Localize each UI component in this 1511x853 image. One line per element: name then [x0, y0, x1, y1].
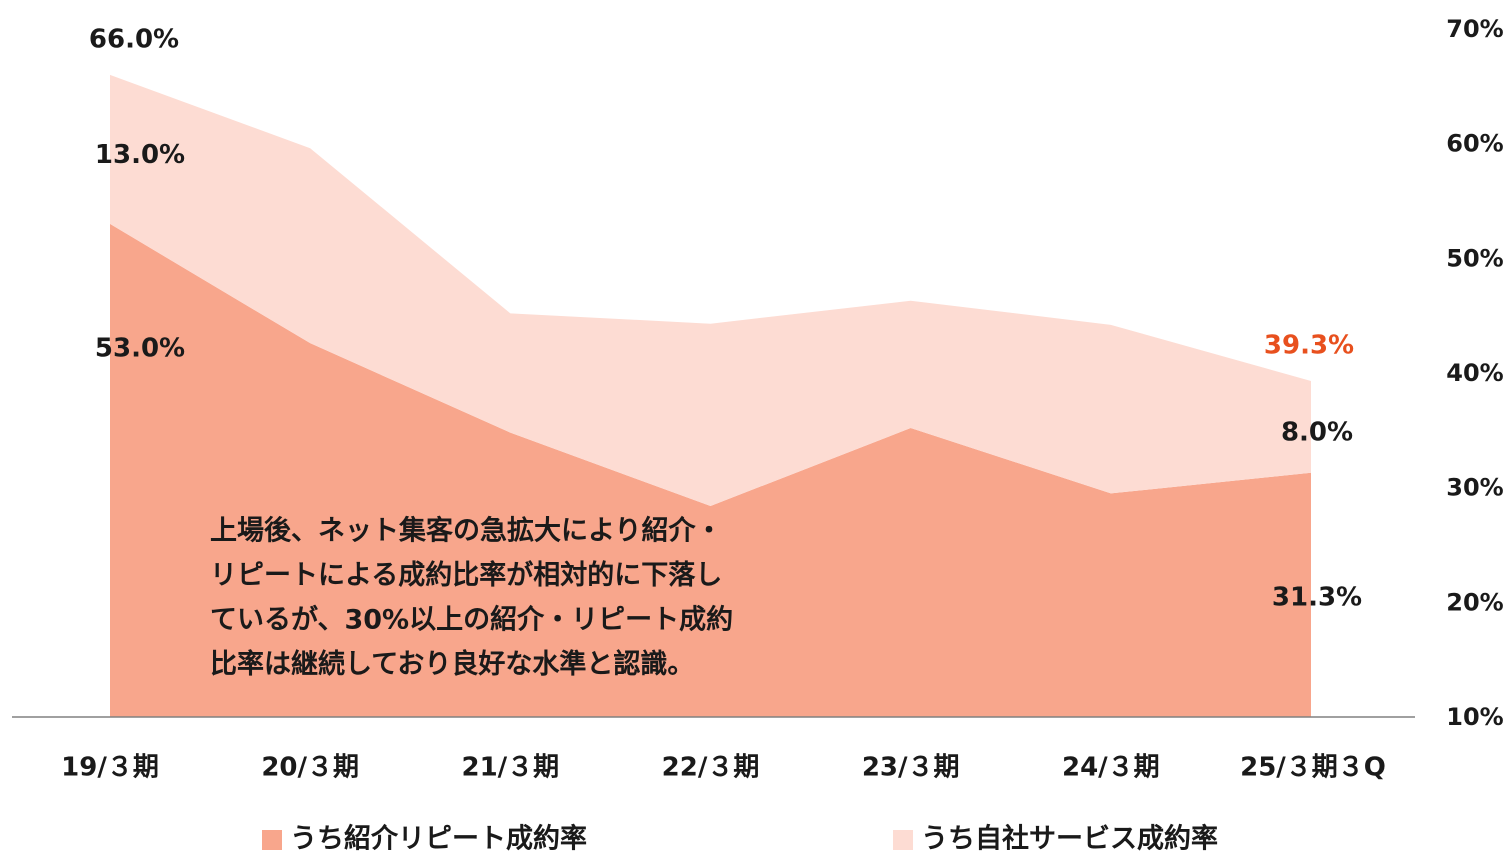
total-label: 39.3%	[1264, 331, 1354, 361]
legend-label: うち自社サービス成約率	[921, 823, 1218, 853]
annotation: 上場後、ネット集客の急拡大により紹介・	[210, 515, 722, 547]
y-tick-label: 30%	[1446, 474, 1503, 502]
x-tick-label: 20/３期	[261, 753, 359, 783]
y-tick-label: 70%	[1446, 15, 1503, 43]
annotation: リピートによる成約比率が相対的に下落し	[210, 559, 722, 591]
annotation: ているが、30%以上の紹介・リピート成約	[210, 604, 733, 636]
y-tick-label: 20%	[1446, 588, 1503, 616]
x-tick-label: 21/３期	[461, 753, 559, 783]
x-tick-label: 23/３期	[862, 753, 960, 783]
y-tick-label: 50%	[1446, 244, 1503, 272]
value-label: 31.3%	[1272, 582, 1362, 612]
y-tick-label: 40%	[1446, 359, 1503, 387]
annotation: 比率は継続しており良好な水準と認識。	[210, 648, 694, 680]
legend-swatch	[893, 830, 913, 850]
y-tick-label: 60%	[1446, 130, 1503, 158]
x-tick-label: 22/３期	[662, 753, 760, 783]
value-label: 13.0%	[95, 140, 185, 170]
value-label: 53.0%	[95, 333, 185, 363]
legend-label: うち紹介リピート成約率	[290, 823, 587, 853]
area	[110, 223, 1311, 717]
total-label: 66.0%	[89, 24, 179, 54]
y-tick-label: 10%	[1446, 703, 1503, 731]
area	[110, 74, 1311, 507]
x-tick-label: 25/３期３Q	[1240, 753, 1386, 783]
x-tick-label: 24/３期	[1062, 753, 1160, 783]
value-label: 8.0%	[1281, 417, 1353, 447]
legend-swatch	[262, 830, 282, 850]
x-tick-label: 19/３期	[61, 753, 159, 783]
